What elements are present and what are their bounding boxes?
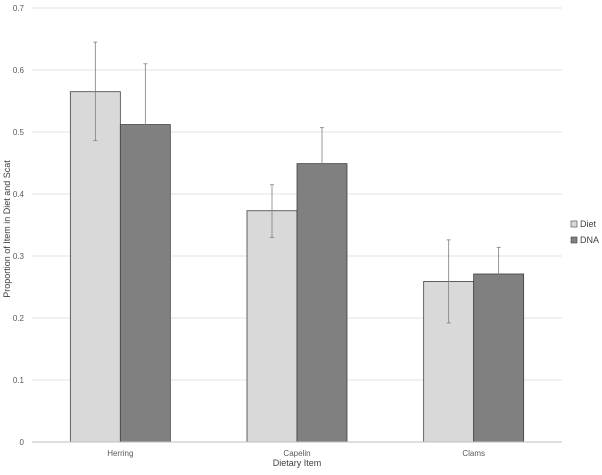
error-bars — [93, 41, 501, 324]
y-tick-label: 0.5 — [13, 128, 25, 137]
legend: Diet DNA — [570, 219, 599, 245]
y-tick-label: 0.3 — [13, 252, 25, 261]
legend-swatch-dna — [570, 236, 578, 244]
y-tick-label: 0.4 — [13, 190, 25, 199]
y-tick-label: 0.7 — [13, 4, 25, 13]
x-tick-label: Clams — [462, 449, 485, 458]
legend-swatch-diet — [570, 220, 578, 228]
bars — [69, 91, 525, 443]
x-axis-title: Dietary Item — [273, 458, 322, 468]
y-tick-label: 0 — [20, 438, 25, 447]
bar-diet-herring — [69, 91, 121, 443]
y-axis-title: Proportion of Item in Diet and Scat — [2, 160, 12, 298]
bar-dna-capelin — [296, 163, 348, 443]
legend-label-diet: Diet — [580, 219, 597, 229]
y-tick-label: 0.2 — [13, 314, 25, 323]
x-tick-label: Capelin — [283, 449, 310, 458]
bar-diet-capelin — [246, 210, 298, 443]
bar-dna-clams — [473, 273, 525, 443]
y-tick-labels: 0 0.1 0.2 0.3 0.4 0.5 0.6 0.7 — [13, 4, 25, 447]
x-tick-labels: Herring Capelin Clams — [107, 449, 485, 458]
x-tick-label: Herring — [107, 449, 133, 458]
legend-label-dna: DNA — [580, 235, 599, 245]
y-tick-label: 0.1 — [13, 376, 25, 385]
y-tick-label: 0.6 — [13, 66, 25, 75]
